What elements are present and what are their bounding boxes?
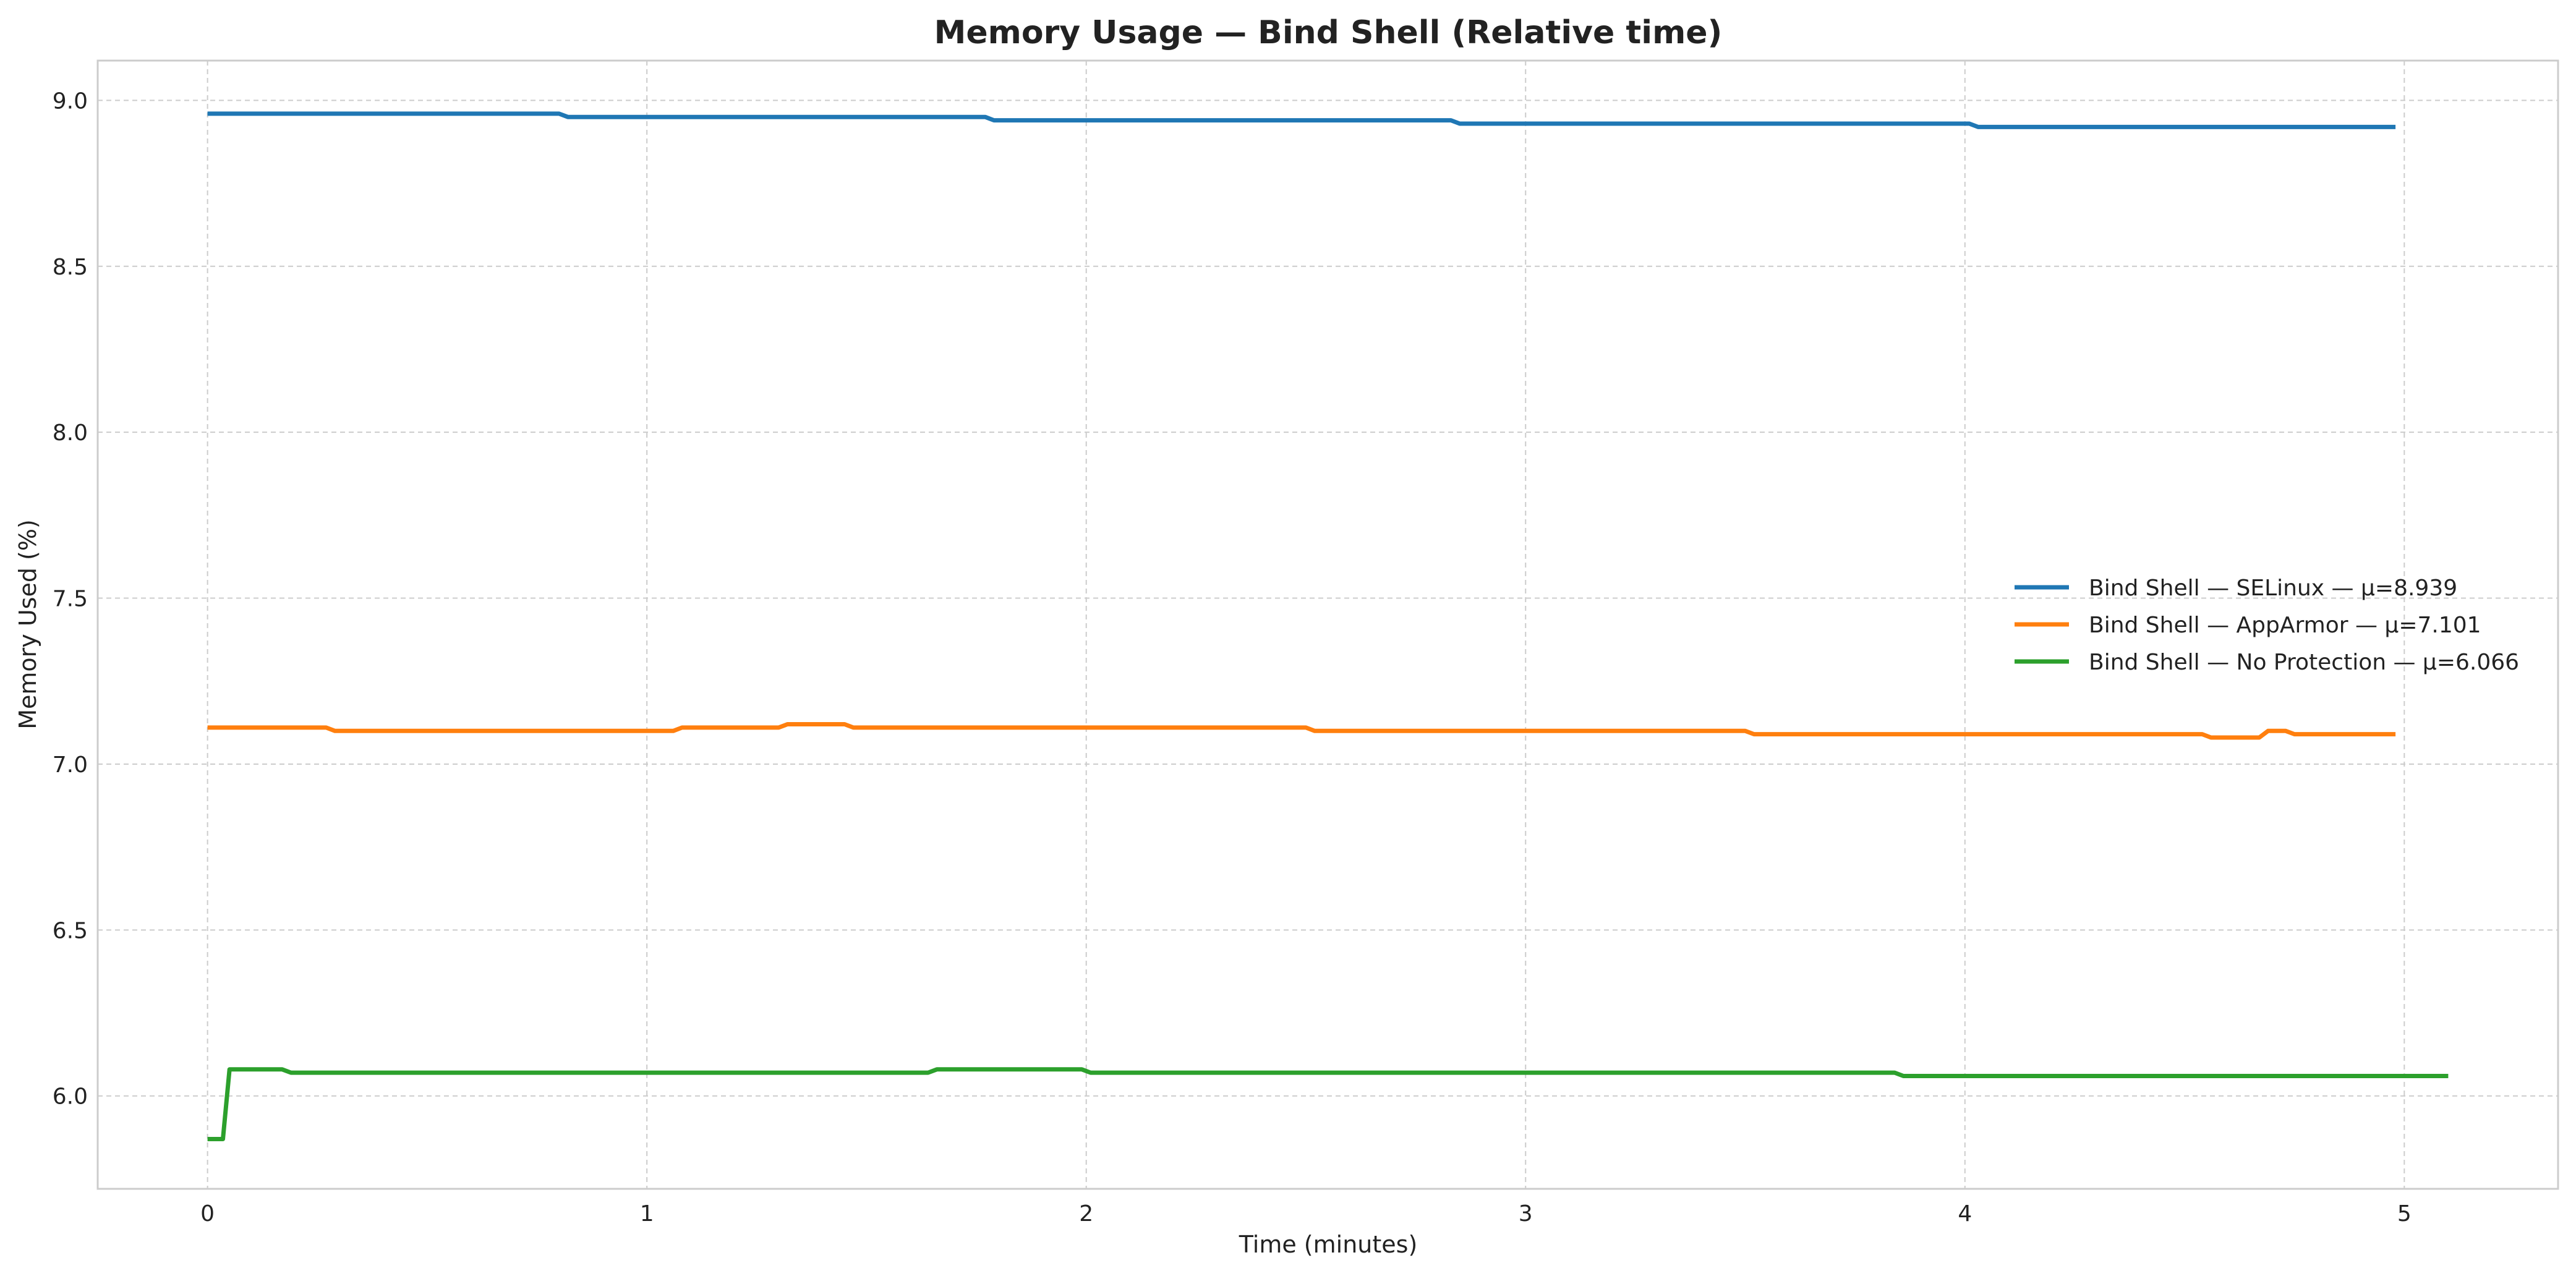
- x-tick-label: 3: [1519, 1201, 1533, 1227]
- y-tick-label: 8.5: [53, 255, 88, 280]
- y-tick-label: 6.5: [53, 918, 88, 943]
- chart-title: Memory Usage — Bind Shell (Relative time…: [934, 14, 1723, 51]
- plot-frame: [96, 59, 2559, 1190]
- grid-layer: [98, 61, 2558, 1189]
- legend-label-0: Bind Shell — SELinux — μ=8.939: [2089, 576, 2457, 601]
- x-tick-label: 4: [1958, 1201, 1972, 1227]
- y-tick-labels: 6.0 6.5 7.0 7.5 8.0 8.5 9.0: [53, 88, 88, 1109]
- legend-label-2: Bind Shell — No Protection — μ=6.066: [2089, 650, 2519, 675]
- y-tick-label: 7.0: [53, 752, 88, 778]
- legend-label-1: Bind Shell — AppArmor — μ=7.101: [2089, 613, 2481, 638]
- series-layer: [207, 111, 2449, 1141]
- y-tick-label: 6.0: [53, 1084, 88, 1110]
- x-tick-label: 0: [200, 1201, 215, 1227]
- y-axis-label: Memory Used (%): [14, 519, 41, 729]
- x-tick-labels: 0 1 2 3 4 5: [200, 1201, 2412, 1227]
- x-tick-label: 2: [1079, 1201, 1093, 1227]
- y-tick-label: 7.5: [53, 587, 88, 612]
- x-tick-label: 1: [640, 1201, 654, 1227]
- series-line-0: [207, 111, 2396, 129]
- y-tick-label: 8.0: [53, 420, 88, 446]
- x-tick-label: 5: [2397, 1201, 2412, 1227]
- y-tick-label: 9.0: [53, 88, 88, 114]
- series-line-2: [207, 1067, 2449, 1141]
- x-axis-label: Time (minutes): [1239, 1231, 1418, 1258]
- legend: Bind Shell — SELinux — μ=8.939 Bind Shell…: [2015, 576, 2519, 675]
- series-line-1: [207, 722, 2396, 740]
